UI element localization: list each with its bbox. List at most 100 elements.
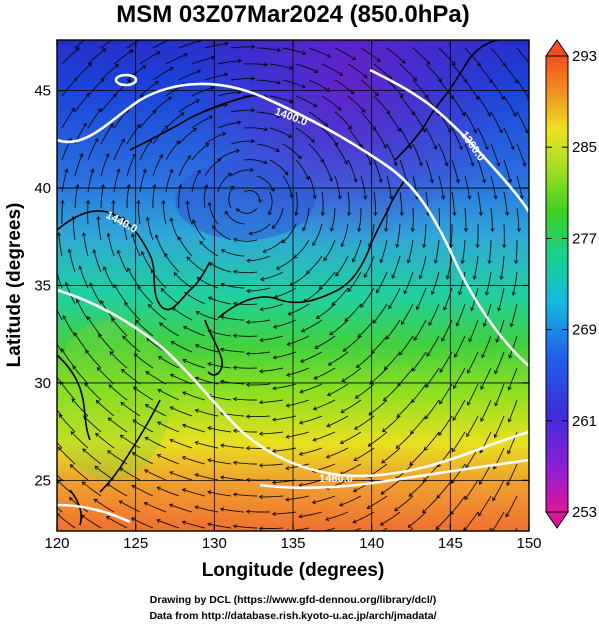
streamline-arrowhead	[181, 455, 187, 461]
streamline	[386, 79, 404, 98]
streamline-arrowhead	[186, 256, 191, 261]
streamline-arrowhead	[464, 495, 469, 501]
colorbar-top-arrow	[545, 39, 569, 57]
x-axis: 120 125 130 135 140 145 150	[44, 40, 542, 552]
streamline-arrowhead	[305, 176, 310, 181]
streamline	[230, 78, 255, 81]
streamline-arrowhead	[271, 448, 277, 454]
streamline-arrowhead	[478, 480, 483, 486]
streamline	[329, 319, 349, 336]
streamline-arrowhead	[263, 160, 268, 165]
streamline	[510, 303, 518, 327]
streamline	[204, 73, 228, 81]
streamline	[431, 271, 440, 295]
streamline-arrowhead	[75, 183, 80, 189]
streamline	[217, 121, 241, 129]
streamline	[341, 367, 362, 382]
contour-1440	[57, 288, 529, 478]
streamline-arrowhead	[393, 161, 398, 167]
streamline-arrowhead	[350, 90, 355, 95]
streamline	[74, 184, 79, 209]
streamline	[87, 316, 102, 337]
streamline-arrowhead	[376, 58, 381, 63]
streamline	[407, 239, 414, 264]
streamline-arrowhead	[443, 306, 448, 311]
streamline	[108, 417, 128, 433]
streamline	[100, 184, 104, 209]
streamline	[124, 301, 141, 321]
streamline	[326, 415, 349, 427]
streamline-arrowhead	[311, 499, 317, 505]
streamline-arrowhead	[50, 332, 53, 336]
streamline-arrowhead	[90, 33, 94, 36]
x-axis-label: Longitude (degrees)	[202, 560, 385, 581]
streamline-arrowhead	[157, 421, 162, 426]
streamline-arrowhead	[251, 76, 256, 81]
streamline-arrowhead	[102, 48, 107, 53]
streamline-arrowhead	[481, 179, 487, 184]
streamline	[503, 63, 519, 84]
streamline-arrowhead	[492, 497, 497, 502]
streamline-arrowhead	[475, 243, 480, 249]
streamline-arrowhead	[220, 249, 226, 254]
streamline	[249, 223, 271, 235]
streamline	[335, 255, 349, 277]
streamline	[396, 223, 401, 248]
streamline	[72, 216, 76, 241]
streamline	[308, 143, 324, 163]
streamline-arrowhead	[378, 178, 383, 184]
contour-small-loop	[114, 73, 138, 87]
streamline	[119, 467, 141, 481]
streamline	[204, 42, 228, 49]
streamline	[146, 217, 154, 241]
streamline-arrowhead	[338, 71, 344, 76]
streamline	[126, 153, 136, 177]
streamline-arrowhead	[85, 92, 90, 97]
streamline-arrowhead	[49, 365, 52, 369]
streamline	[233, 398, 257, 401]
streamline-arrowhead	[466, 401, 471, 406]
streamline	[256, 111, 281, 118]
streamline-arrowhead	[494, 402, 499, 407]
streamline	[451, 127, 463, 150]
streamline-arrowhead	[497, 307, 502, 312]
streamline-arrowhead	[275, 265, 281, 270]
streamline-arrowhead	[302, 226, 307, 232]
streamline	[135, 319, 154, 337]
streamline-arrowhead	[313, 103, 318, 108]
streamline-arrowhead	[71, 107, 75, 112]
streamline	[412, 207, 414, 232]
streamline-arrowhead	[126, 183, 131, 189]
streamline-arrowhead	[395, 243, 400, 249]
streamline-arrowhead	[406, 259, 412, 264]
streamline	[113, 138, 125, 161]
coast-japan-honshu	[217, 179, 406, 319]
streamline	[57, 513, 76, 529]
streamline	[516, 111, 529, 133]
streamline	[182, 424, 206, 433]
streamline-arrowhead	[144, 436, 149, 441]
streamline-arrowhead	[504, 211, 510, 216]
streamline	[281, 223, 297, 244]
streamline-arrowhead	[108, 384, 113, 389]
streamline	[466, 415, 479, 437]
streamline	[473, 255, 479, 280]
colorbar-tick-label: 253	[572, 504, 597, 521]
streamline-arrowhead	[312, 195, 318, 200]
y-tick-label: 45	[34, 83, 51, 100]
streamline	[134, 353, 154, 369]
streamline-arrowhead	[314, 345, 319, 349]
streamline	[435, 511, 453, 530]
streamline-arrowhead	[467, 369, 471, 374]
streamline	[161, 288, 180, 305]
streamline-arrowhead	[94, 465, 99, 470]
streamline-arrowhead	[207, 201, 212, 206]
streamline	[113, 284, 128, 305]
streamline	[61, 77, 78, 97]
streamline	[207, 394, 232, 401]
streamline-arrowhead	[136, 123, 141, 129]
streamline	[209, 262, 232, 273]
streamline-arrowhead	[207, 490, 212, 495]
streamline-arrowhead	[312, 406, 318, 411]
streamline-arrowhead	[413, 77, 418, 82]
